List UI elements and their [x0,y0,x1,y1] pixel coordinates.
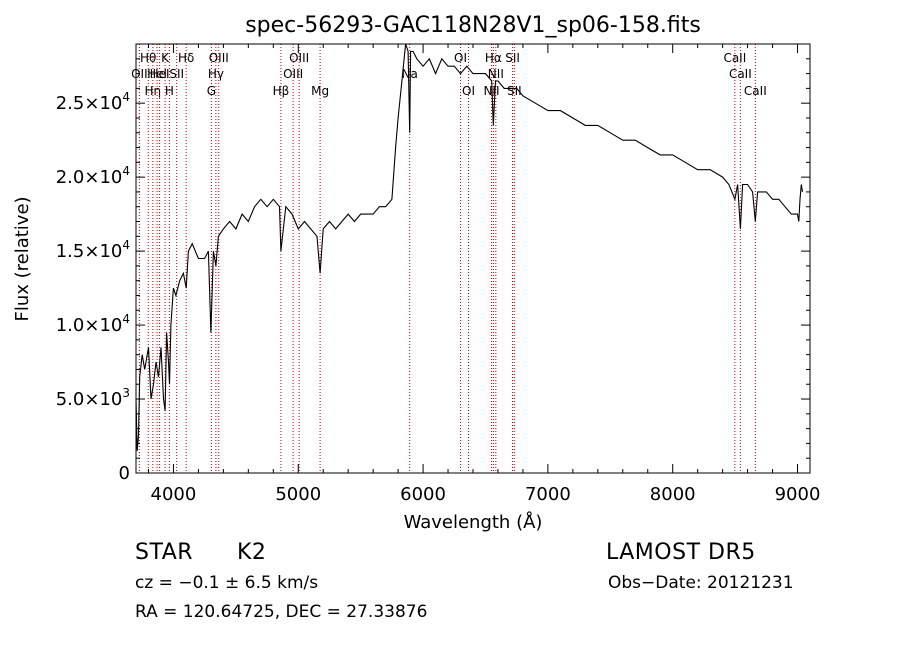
x-tick-label: 4000 [151,484,197,505]
x-tick-label: 7000 [525,484,571,505]
redshift-label: cz = −0.1 ± 6.5 km/s [135,573,319,593]
line-label: Mg [311,84,329,98]
line-label: CaII [723,51,746,65]
y-tick-label: 0 [119,463,130,484]
line-label: Hθ [140,51,156,65]
line-label: Hη [145,84,162,98]
chart-title: spec-56293-GAC118N28V1_sp06-158.fits [245,13,701,38]
spectrum-line [135,43,804,451]
line-label: Hγ [208,67,224,81]
x-tick-label: 8000 [650,484,696,505]
y-tick-label: 1.0×104 [56,312,130,336]
plot-frame [135,43,811,474]
x-tick-label: 5000 [275,484,321,505]
line-label: OIII [283,67,303,81]
line-label: K [161,51,170,65]
line-label: SII [169,67,184,81]
line-label: OIII [209,51,229,65]
line-label: NII [488,67,504,81]
line-label: H [165,84,174,98]
line-label: OI [454,51,467,65]
y-tick-label: 1.5×104 [56,238,130,262]
x-tick-label: 6000 [400,484,446,505]
line-label: Na [402,67,418,81]
line-label: Hβ [273,84,290,98]
line-label: SII [507,84,522,98]
y-tick-label: 2.0×104 [56,164,130,188]
line-label: Hδ [178,51,194,65]
y-axis-label: Flux (relative) [12,196,33,321]
line-label: CaII [729,67,752,81]
y-tick-label: 2.5×104 [56,90,130,114]
class-label: STAR [135,540,194,565]
line-label: HeI [150,67,170,81]
line-label: SII [505,51,520,65]
line-label: Hα [485,51,502,65]
x-axis-label: Wavelength (Å) [404,511,543,533]
y-tick-label: 5.0×103 [56,386,130,410]
line-label: OIII [289,51,309,65]
radec-label: RA = 120.64725, DEC = 27.33876 [135,602,428,622]
survey-label: LAMOST DR5 [606,540,756,565]
line-label: G [207,84,216,98]
line-label: CaII [744,84,767,98]
subclass-label: K2 [237,540,267,565]
x-tick-label: 9000 [775,484,821,505]
line-label: OI [462,84,475,98]
line-label: HeI [147,67,167,81]
obs-date-label: Obs−Date: 20121231 [608,573,794,593]
